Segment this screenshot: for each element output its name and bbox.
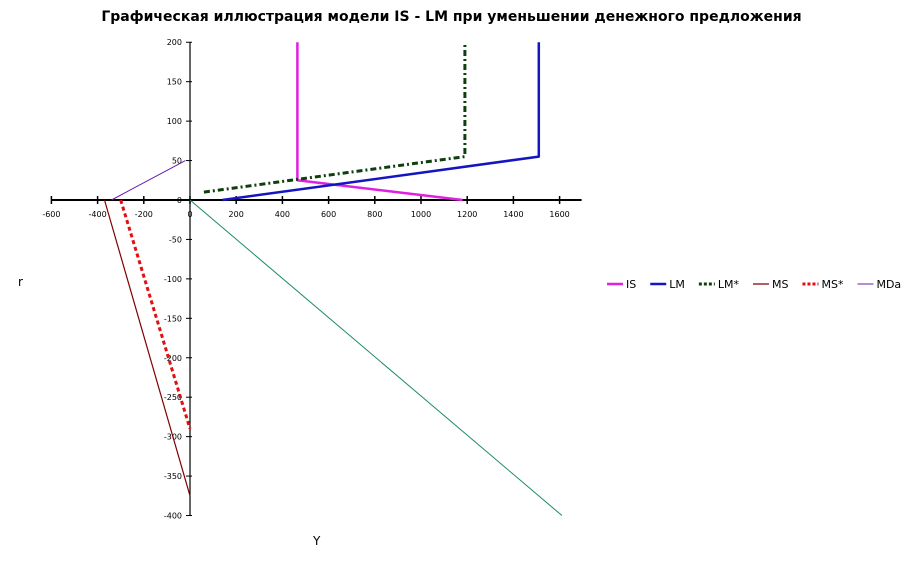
series-line-ms-star bbox=[119, 199, 192, 430]
legend-label: IS bbox=[626, 278, 636, 291]
y-tick-label: -200 bbox=[164, 354, 182, 363]
legend-label: LM bbox=[669, 278, 685, 291]
legend-label: MDa bbox=[876, 278, 901, 291]
y-tick-label: -400 bbox=[164, 512, 182, 521]
x-tick-label: -400 bbox=[89, 210, 107, 219]
x-tick-label: 1200 bbox=[457, 210, 477, 219]
y-tick-label: 50 bbox=[172, 157, 182, 166]
y-tick-label: -350 bbox=[164, 472, 182, 481]
x-tick-label: 1600 bbox=[549, 210, 569, 219]
x-tick-label: -600 bbox=[42, 210, 60, 219]
y-tick-label: -100 bbox=[164, 275, 182, 284]
legend-label: LM* bbox=[718, 278, 740, 291]
series-line-lm-star bbox=[203, 42, 467, 194]
axes: -600 -400 -200 0 200 400 600 800 1000 1200 1400 160… bbox=[42, 38, 582, 521]
y-tick-label: -150 bbox=[164, 314, 182, 323]
series-line-lm bbox=[222, 42, 541, 202]
series-line-mdt bbox=[189, 199, 563, 516]
y-axis-label: r bbox=[18, 275, 23, 289]
y-tick-label: 0 bbox=[177, 196, 182, 205]
x-tick-label: 600 bbox=[321, 210, 336, 219]
chart-title: Графическая иллюстрация модели IS - LM п… bbox=[101, 9, 802, 25]
y-tick-label: -250 bbox=[164, 393, 182, 402]
series-line-is bbox=[296, 42, 463, 202]
x-axis-label: Y bbox=[312, 534, 321, 548]
y-tick-label: -50 bbox=[169, 235, 182, 244]
x-tick-label: 800 bbox=[367, 210, 382, 219]
x-tick-label: 1400 bbox=[503, 210, 523, 219]
legend-label: MS* bbox=[821, 278, 843, 291]
x-tick-label: 400 bbox=[275, 210, 290, 219]
y-tick-label: 100 bbox=[167, 117, 182, 126]
y-tick-label: 150 bbox=[167, 78, 182, 87]
x-tick-label: 1000 bbox=[411, 210, 431, 219]
series-layer bbox=[103, 42, 563, 516]
legend-label: MS bbox=[772, 278, 788, 291]
series-line-mda bbox=[111, 160, 186, 201]
x-tick-label: 200 bbox=[229, 210, 244, 219]
x-tick-label: -200 bbox=[135, 210, 153, 219]
x-tick-label: 0 bbox=[187, 210, 192, 219]
series-line-ms bbox=[103, 199, 191, 496]
y-tick-label: 200 bbox=[167, 38, 182, 47]
